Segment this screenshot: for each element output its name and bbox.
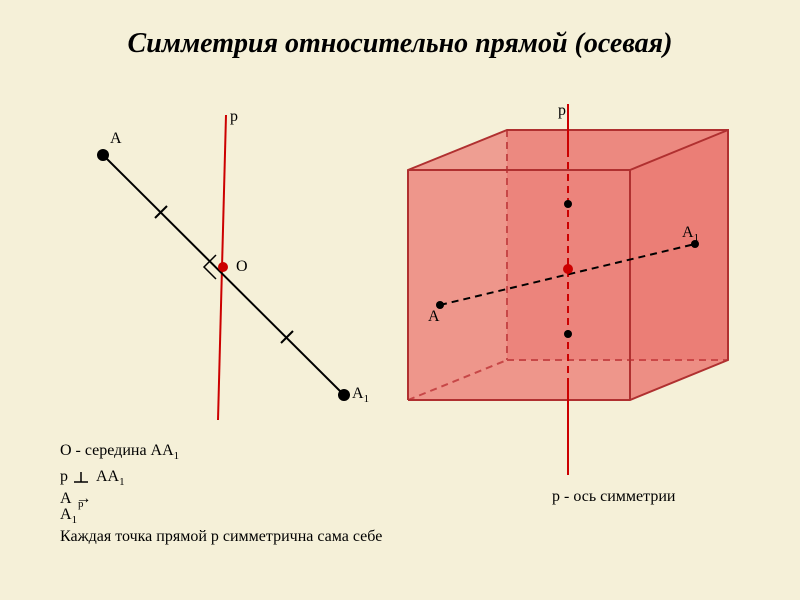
label-a1-left: А1 xyxy=(352,385,369,405)
cube-front-face xyxy=(408,170,630,400)
text-perp-aa1: АА1 xyxy=(96,468,125,488)
label-axis-symmetry: р - ось симметрии xyxy=(552,488,675,506)
left-point-a xyxy=(97,149,109,161)
cube-axis-dot-bot xyxy=(564,330,572,338)
text-perp-p: р xyxy=(60,468,68,486)
cube-group xyxy=(408,104,728,475)
cube-right-face xyxy=(630,130,728,400)
label-o-left: О xyxy=(236,258,248,276)
label-a1-cube: А1 xyxy=(682,224,699,244)
diagram-svg xyxy=(0,0,800,600)
cube-center-dot xyxy=(563,264,573,274)
text-every-point: Каждая точка прямой р симметрична сама с… xyxy=(60,528,382,546)
left-point-o xyxy=(218,262,228,272)
left-point-a1 xyxy=(338,389,350,401)
text-midpoint: О - середина АА1 xyxy=(60,442,179,462)
perpendicular-icon xyxy=(74,472,88,482)
text-map-p: р xyxy=(78,498,84,510)
text-map-a1: А1 xyxy=(60,506,77,526)
label-a-cube: А xyxy=(428,308,440,326)
label-p-left: р xyxy=(230,108,238,126)
cube-axis-dot-top xyxy=(564,200,572,208)
label-a-left: А xyxy=(110,130,122,148)
label-p-right: р xyxy=(558,102,566,120)
